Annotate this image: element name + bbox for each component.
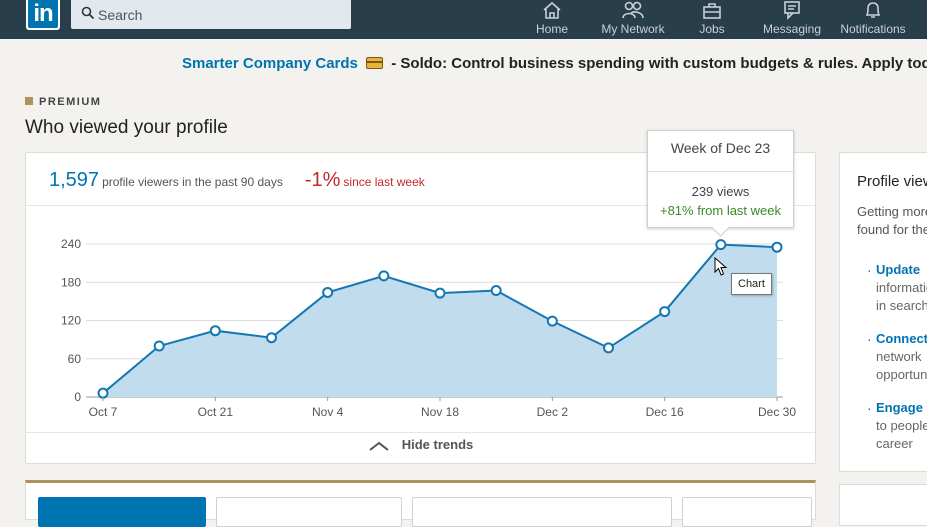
data-point[interactable] [266, 332, 277, 344]
bullet-icon: · [867, 400, 872, 416]
nav-my-network[interactable]: My Network [597, 0, 669, 39]
bullet-icon: · [867, 331, 872, 347]
x-tick-label: Oct 7 [89, 405, 118, 419]
search-box[interactable] [71, 0, 351, 29]
x-tick-label: Nov 18 [421, 405, 459, 419]
premium-icon [25, 97, 33, 105]
divider [26, 432, 815, 433]
change-value: -1% [304, 169, 341, 191]
data-point[interactable] [322, 286, 334, 298]
premium-label: PREMIUM [25, 96, 101, 108]
credit-card-icon [366, 57, 384, 69]
tip-update[interactable]: · Update information in search [867, 262, 927, 313]
data-point[interactable] [659, 306, 671, 318]
network-icon [622, 1, 644, 19]
data-point[interactable] [715, 239, 727, 251]
messaging-icon [784, 1, 800, 20]
profile-views-card: 1,597 profile viewers in the past 90 days… [25, 152, 816, 464]
nav-jobs[interactable]: Jobs [692, 0, 732, 39]
side-description: Getting more found for the [857, 204, 927, 237]
bottom-tab-3[interactable] [412, 497, 672, 527]
bottom-tab-2[interactable] [216, 497, 402, 527]
side-card-2 [839, 484, 927, 526]
tooltip-views: 239 views [691, 184, 750, 199]
data-point[interactable] [153, 340, 165, 352]
briefcase-icon [703, 3, 721, 19]
data-point[interactable] [209, 325, 221, 337]
x-tick-label: Dec 2 [537, 405, 569, 419]
bottom-tab-4[interactable] [682, 497, 812, 527]
hide-trends-button[interactable]: Hide trends [26, 437, 815, 452]
views-chart[interactable]: 0 60 120 180 240 Oct 7 Oct 21 Nov 4 Nov 18 Dec 2 D… [26, 153, 817, 432]
data-point[interactable] [434, 287, 446, 299]
data-point[interactable] [771, 241, 783, 253]
nav-messaging-label: Messaging [762, 22, 822, 36]
y-tick-label: 0 [74, 390, 81, 404]
bell-icon [865, 2, 881, 18]
tip-engage[interactable]: · Engage to people career [867, 400, 927, 451]
change-text: since last week [343, 175, 425, 189]
nav-messaging[interactable]: Messaging [760, 0, 824, 39]
home-icon [543, 1, 561, 19]
search-icon [81, 6, 95, 20]
side-title: Profile viewers [857, 173, 927, 190]
stats-summary: 1,597 profile viewers in the past 90 days… [49, 169, 425, 192]
data-point[interactable] [97, 387, 109, 399]
bottom-card [25, 480, 816, 527]
nav-jobs-label: Jobs [699, 22, 725, 36]
divider [648, 171, 793, 172]
nav-notifications-label: Notifications [840, 22, 906, 36]
linkedin-logo[interactable]: in [26, 0, 60, 30]
nav-my-network-label: My Network [601, 22, 665, 36]
mouse-cursor-icon [714, 257, 728, 276]
chevron-up-icon [369, 441, 389, 451]
search-input[interactable] [98, 0, 338, 29]
tooltip-change: +81% from last week [659, 203, 782, 218]
data-point[interactable] [378, 270, 390, 282]
viewers-text: profile viewers in the past 90 days [102, 175, 283, 189]
tooltip-week: Week of Dec 23 [670, 140, 771, 156]
nav-notifications[interactable]: Notifications [836, 0, 910, 39]
area-fill [103, 244, 777, 397]
data-point[interactable] [490, 285, 502, 297]
data-point[interactable] [546, 315, 558, 327]
y-tick-label: 120 [61, 314, 81, 328]
nav-home[interactable]: Home [530, 0, 574, 39]
page-title: Who viewed your profile [25, 117, 228, 138]
x-tick-label: Dec 16 [646, 405, 684, 419]
ad-text: - Soldo: Control business spending with … [391, 55, 927, 72]
top-nav: in Home My Network Jobs Mess [0, 0, 927, 39]
bottom-tab-1[interactable] [38, 497, 206, 527]
x-tick-label: Dec 30 [758, 405, 796, 419]
chart-tooltip: Week of Dec 23 239 views +81% from last … [647, 130, 794, 237]
ad-link[interactable]: Smarter Company Cards [182, 55, 358, 72]
y-tick-label: 240 [61, 237, 81, 251]
tip-connect[interactable]: · Connect network opportunities [867, 331, 927, 382]
chart-hover-tooltip: Chart [731, 273, 772, 295]
hide-trends-label: Hide trends [401, 437, 474, 452]
divider [26, 205, 815, 206]
viewers-count[interactable]: 1,597 [49, 169, 100, 191]
linkedin-logo-icon: in [28, 0, 58, 28]
ad-banner[interactable]: Smarter Company Cards - Soldo: Control b… [182, 55, 927, 72]
data-point[interactable] [603, 342, 614, 354]
x-tick-label: Nov 4 [312, 405, 344, 419]
bullet-icon: · [867, 262, 872, 278]
y-tick-label: 180 [61, 275, 81, 289]
x-tick-label: Oct 21 [198, 405, 234, 419]
nav-home-label: Home [535, 22, 568, 36]
y-tick-label: 60 [68, 352, 82, 366]
